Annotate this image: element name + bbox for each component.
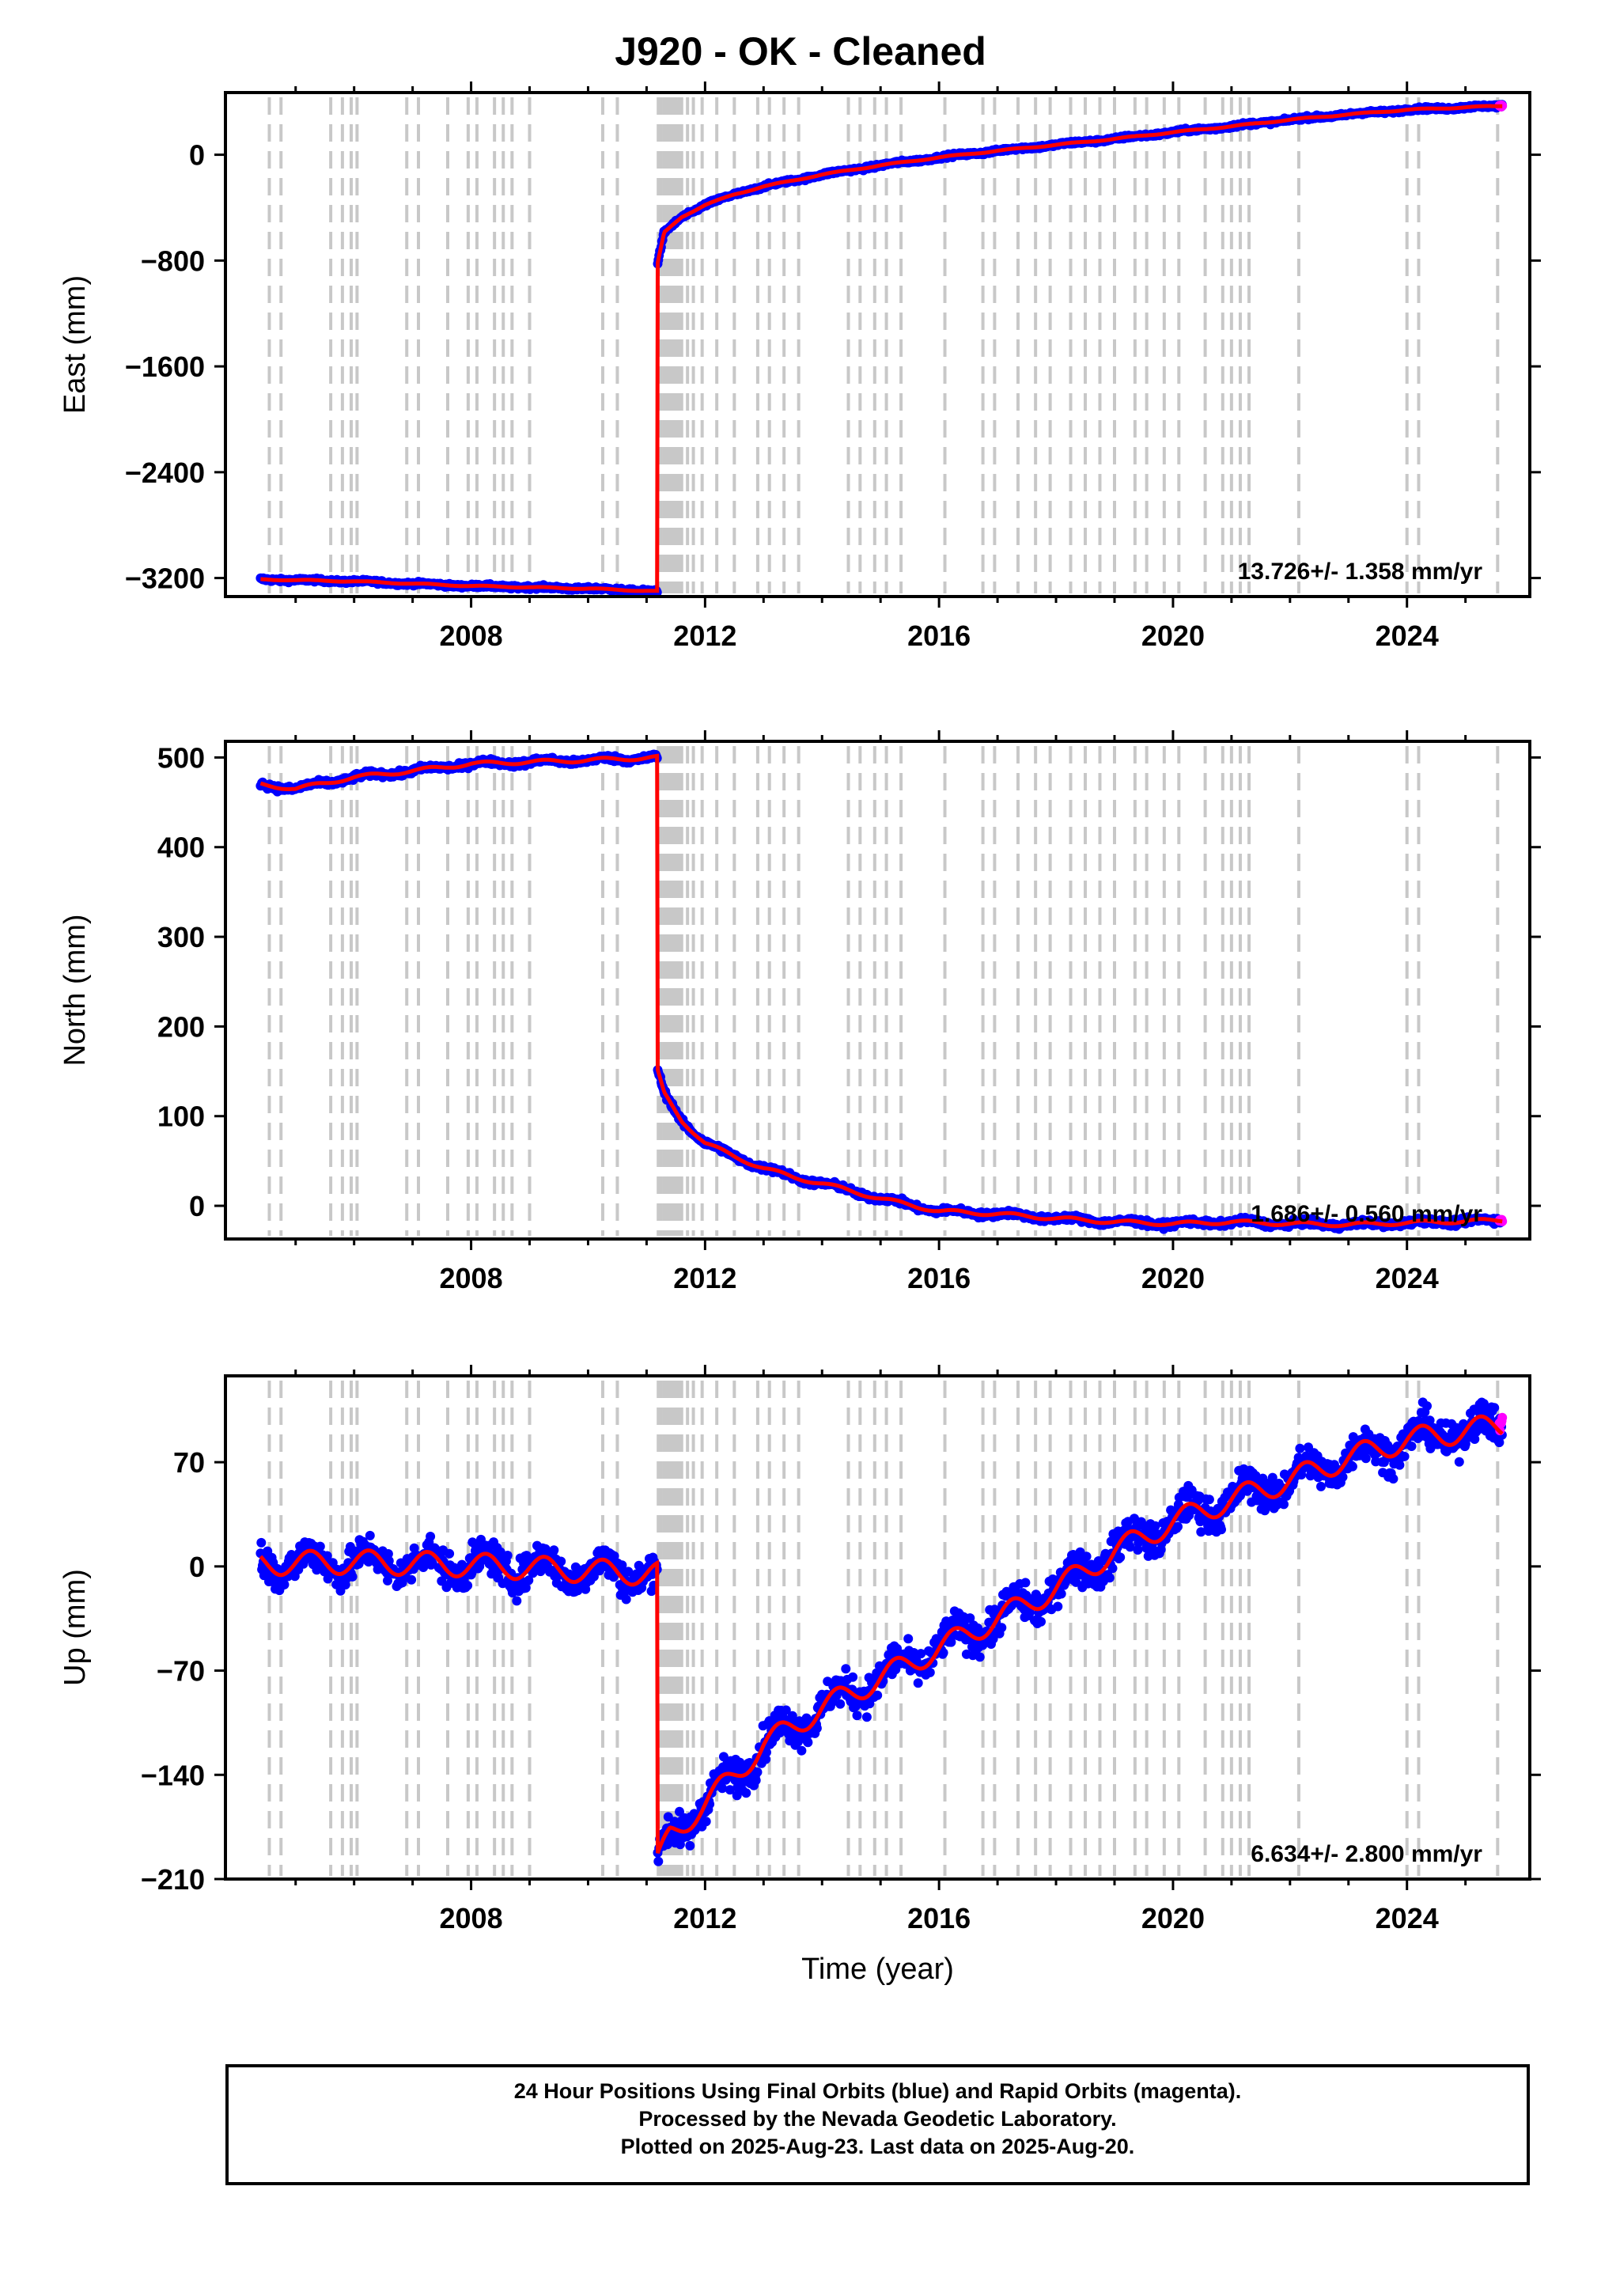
- final-orbit-point: [365, 1530, 375, 1540]
- final-orbit-point: [347, 1571, 358, 1582]
- final-orbit-point: [841, 1664, 851, 1674]
- final-orbit-point: [502, 1551, 513, 1560]
- x-tick-label: 2020: [1141, 1262, 1205, 1294]
- velocity-label: 13.726+/- 1.358 mm/yr: [1238, 559, 1483, 585]
- plot-frame: [224, 91, 1531, 598]
- final-orbit-point: [781, 1705, 791, 1715]
- x-tick-label: 2008: [440, 619, 503, 652]
- final-orbit-point: [938, 1648, 948, 1658]
- final-orbit-point: [973, 1623, 983, 1633]
- final-orbit-point: [685, 1840, 695, 1851]
- x-tick-label: 2024: [1376, 1262, 1439, 1294]
- final-orbit-point: [718, 1752, 729, 1762]
- y-tick-label: 0: [189, 139, 205, 172]
- final-orbit-point: [913, 1678, 923, 1688]
- final-orbit-point: [761, 1754, 771, 1764]
- final-orbit-point: [621, 1594, 631, 1605]
- x-tick-label: 2020: [1141, 619, 1205, 652]
- final-orbit-point: [812, 1723, 822, 1733]
- x-tick-label: 2012: [673, 619, 736, 652]
- final-orbit-point: [925, 1667, 935, 1677]
- data-points: [255, 749, 1508, 1234]
- final-orbit-point: [322, 1551, 332, 1561]
- final-orbit-point: [852, 1711, 862, 1721]
- data-points: [255, 100, 1508, 597]
- final-orbit-point: [751, 1775, 761, 1786]
- final-orbit-point: [741, 1788, 751, 1798]
- panel-north: 2008 2012 2016 2020 2024 500 400 300 200 100 0 Nort…: [59, 730, 1541, 1294]
- final-orbit-point: [975, 1652, 985, 1662]
- y-axis-label: East (mm): [59, 275, 92, 414]
- final-orbit-point: [520, 1583, 531, 1593]
- final-orbit-point: [848, 1672, 858, 1682]
- panel-east: 2008 2012 2016 2020 2024 0 −800 −1600 −2400 −3200…: [59, 81, 1541, 652]
- y-tick-label: 500: [157, 741, 205, 774]
- final-orbit-point: [835, 1699, 846, 1709]
- final-orbit-point: [872, 1690, 883, 1700]
- final-orbit-point: [675, 1806, 684, 1817]
- final-orbit-point: [383, 1575, 392, 1586]
- final-orbit-point: [653, 1856, 664, 1866]
- final-orbit-point: [803, 1737, 813, 1748]
- final-orbit-point: [916, 1649, 926, 1659]
- plot-frame: [224, 740, 1531, 1241]
- y-tick-label: 300: [157, 921, 205, 953]
- y-tick-label: 400: [157, 832, 205, 864]
- y-tick-label: 200: [157, 1010, 205, 1043]
- final-orbit-point: [556, 1556, 566, 1567]
- final-orbit-point: [524, 1575, 534, 1586]
- final-orbit-point: [463, 1581, 473, 1590]
- y-tick-label: −1600: [125, 350, 205, 383]
- x-tick-label: 2024: [1376, 619, 1439, 652]
- y-tick-label: −2400: [125, 457, 205, 489]
- final-orbit-point: [445, 1548, 455, 1559]
- y-tick-label: −3200: [125, 563, 205, 595]
- final-orbit-point: [988, 1634, 998, 1644]
- y-tick-label: 0: [189, 1190, 205, 1222]
- final-orbit-point: [701, 1817, 711, 1827]
- final-orbit-point: [617, 1560, 627, 1570]
- final-orbit-point: [965, 1613, 975, 1623]
- x-tick-label: 2008: [440, 1262, 503, 1294]
- final-orbit-point: [407, 1574, 417, 1585]
- y-tick-label: 100: [157, 1101, 205, 1133]
- y-tick-label: −800: [141, 244, 205, 277]
- model-fit-line: [260, 104, 1503, 593]
- final-orbit-point: [752, 1767, 763, 1777]
- final-orbit-point: [797, 1745, 807, 1756]
- final-orbit-point: [717, 1783, 728, 1794]
- final-orbit-point: [762, 1747, 771, 1757]
- final-orbit-point: [512, 1596, 522, 1606]
- final-orbit-point: [861, 1712, 872, 1722]
- final-orbit-point: [279, 1579, 290, 1589]
- velocity-label: 1.686+/- 0.560 mm/yr: [1251, 1201, 1482, 1227]
- final-orbit-point: [1031, 1591, 1042, 1601]
- model-fit-line: [259, 753, 1503, 1229]
- x-tick-label: 2016: [907, 619, 971, 652]
- final-orbit-point: [1020, 1578, 1031, 1588]
- y-axis-label: North (mm): [59, 914, 92, 1066]
- final-orbit-point: [383, 1549, 393, 1559]
- final-orbit-point: [787, 1711, 797, 1721]
- final-orbit-point: [725, 1785, 735, 1795]
- x-tick-label: 2016: [907, 1262, 971, 1294]
- final-orbit-point: [997, 1623, 1007, 1633]
- final-orbit-point: [609, 1551, 619, 1561]
- final-orbit-point: [426, 1532, 436, 1541]
- final-orbit-point: [903, 1634, 914, 1644]
- final-orbit-point: [409, 1543, 419, 1553]
- x-tick-label: 2012: [673, 1262, 736, 1294]
- final-orbit-point: [256, 1537, 267, 1548]
- equipment-change-lines: [267, 97, 1500, 593]
- final-orbit-point: [549, 1545, 559, 1555]
- plot-title: J920 - OK - Cleaned: [615, 29, 986, 74]
- equipment-change-lines: [267, 746, 1500, 1236]
- final-orbit-point: [315, 1541, 325, 1552]
